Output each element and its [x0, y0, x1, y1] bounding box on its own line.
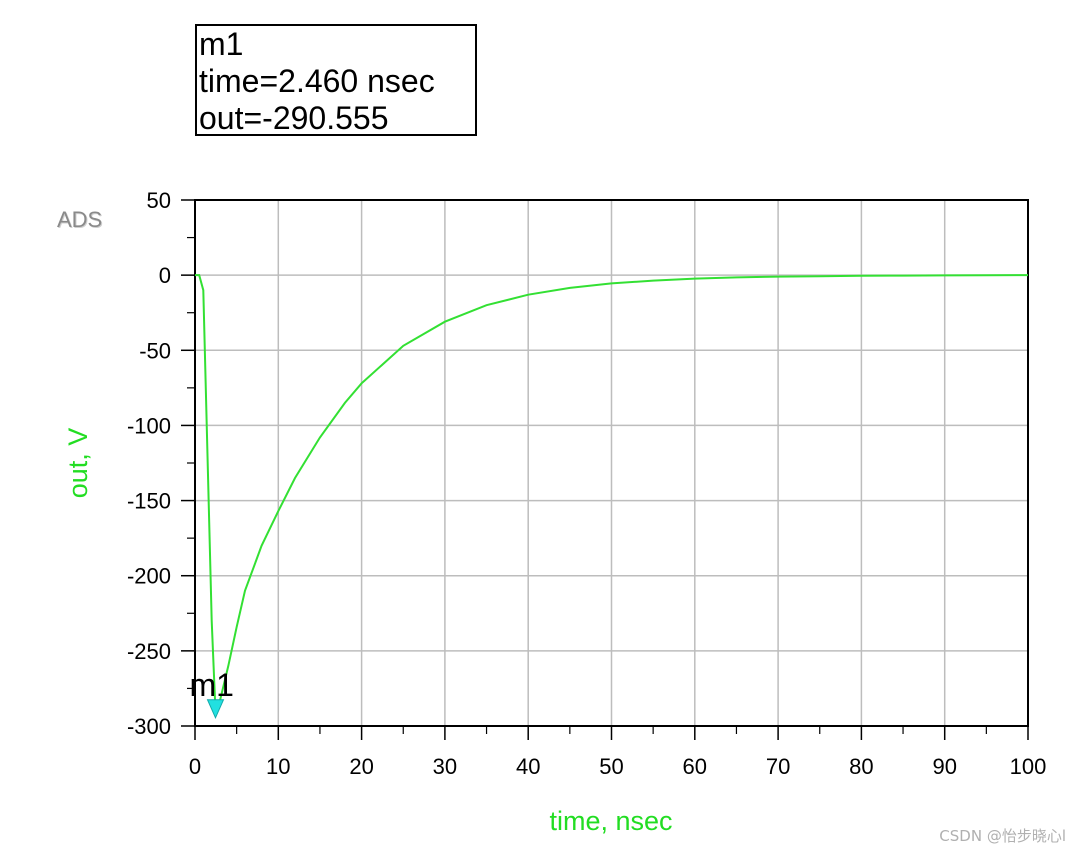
x-tick-label: 40 — [516, 754, 540, 779]
grid — [195, 200, 1028, 726]
x-tick-label: 50 — [599, 754, 623, 779]
y-axis-label: out, V — [63, 428, 93, 499]
x-tick-label: 0 — [189, 754, 201, 779]
y-tick-label: 0 — [159, 263, 171, 288]
y-tick-label: -150 — [127, 489, 171, 514]
x-tick-label: 100 — [1010, 754, 1047, 779]
x-tick-label: 60 — [683, 754, 707, 779]
marker-readout-name: m1 — [199, 26, 244, 62]
marker-label: m1 — [189, 667, 233, 703]
marker-readout-time: time=2.460 nsec — [199, 63, 435, 99]
tick-labels: 0 10 20 30 40 50 60 70 80 90 100 50 0 -50 -100 -150 -200… — [127, 188, 1046, 779]
axis-ticks — [181, 199, 1029, 740]
x-tick-label: 20 — [349, 754, 373, 779]
marker-triangle-icon — [206, 699, 225, 720]
x-tick-label: 90 — [932, 754, 956, 779]
x-axis-label: time, nsec — [549, 806, 672, 836]
y-tick-label: -300 — [127, 714, 171, 739]
x-tick-label: 80 — [849, 754, 873, 779]
y-tick-label: -50 — [139, 338, 171, 363]
x-tick-label: 10 — [266, 754, 290, 779]
marker-m1[interactable]: m1 — [189, 667, 234, 720]
y-tick-label: -100 — [127, 413, 171, 438]
ads-logo: ADS — [57, 207, 103, 232]
y-tick-label: 50 — [147, 188, 171, 213]
x-tick-label: 30 — [433, 754, 457, 779]
marker-readout-box: m1 time=2.460 nsec out=-290.555 — [195, 24, 477, 136]
y-tick-label: -250 — [127, 639, 171, 664]
x-tick-label: 70 — [766, 754, 790, 779]
marker-readout-value: out=-290.555 — [199, 100, 389, 136]
y-tick-label: -200 — [127, 564, 171, 589]
watermark: CSDN @怡步晓心l — [939, 827, 1066, 845]
